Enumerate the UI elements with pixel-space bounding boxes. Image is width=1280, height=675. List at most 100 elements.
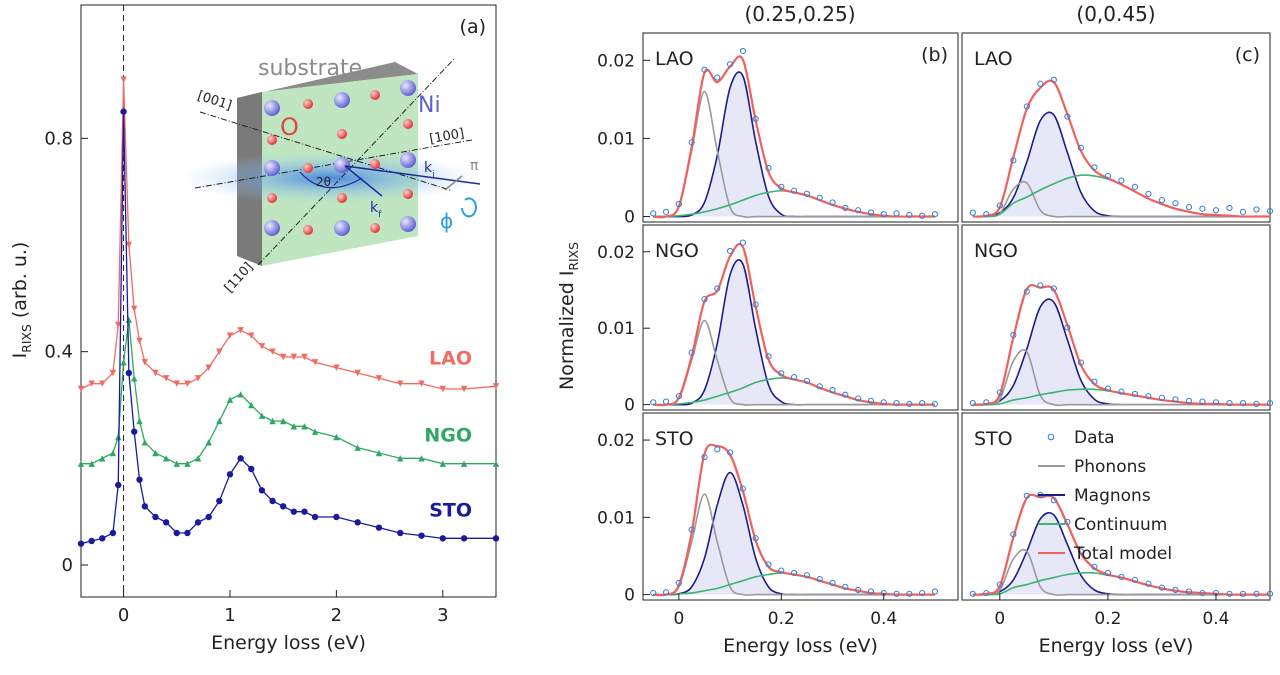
legend-label: Continuum [1074,515,1167,535]
series-line [80,79,497,390]
data-point [931,588,939,595]
data-point [141,503,149,510]
data-point [969,209,976,216]
pi-label: π [470,158,479,174]
data-point [931,211,939,218]
label-part: i [432,170,435,180]
data-point [726,61,734,68]
fit-curve [972,180,1270,218]
data-point [855,395,862,402]
data-point [99,380,106,387]
o-atom [337,129,347,139]
data-point [258,487,266,494]
data-point [248,401,255,409]
data-point [983,211,990,218]
label-part: k [424,160,433,176]
data-point [752,301,759,308]
data-point [492,383,500,390]
data-point [1023,288,1030,295]
data-point [1239,208,1247,215]
data-point [354,519,361,526]
data-point [248,465,255,473]
data-point [1118,177,1125,184]
y-tick-label: 0.01 [597,508,635,528]
label-part: k [370,200,379,216]
data-point [205,364,212,371]
data-point [880,211,887,218]
data-point [248,332,255,339]
data-point [375,449,383,457]
data-point [184,380,191,387]
data-point [1172,396,1179,403]
dir-label: [110] [222,260,257,296]
data-point [131,375,138,382]
data-point [996,202,1003,209]
phi-label: ϕ [440,209,453,233]
y-tick-label: 0.8 [44,128,73,149]
o-atom [267,135,277,145]
ni-atom [264,220,280,236]
k-in-label: ki [424,160,435,180]
data-point [778,370,785,377]
plot-frame [961,412,1271,601]
o-atom [403,189,413,199]
data-point [120,76,127,83]
data-point [816,194,823,201]
x-tick-label: 0 [994,609,1005,629]
data-point [1145,393,1152,400]
fit-curve [653,471,935,596]
data-point [1023,103,1030,110]
data-point [1226,590,1233,597]
data-point [714,446,721,453]
data-point [662,208,670,215]
fit-curve [972,283,1270,406]
data-point [1158,394,1166,401]
ni-atom [334,157,350,173]
data-point [237,327,244,334]
data-point [842,583,849,590]
data-point [1212,399,1220,406]
data-point [115,321,122,329]
data-point [906,211,913,219]
data-point [867,588,875,595]
data-point [1064,113,1071,120]
data-point [1158,584,1166,591]
data-point [662,398,670,405]
data-point [184,529,191,537]
o-atom [370,223,380,233]
ni-atom [264,100,280,116]
data-point [226,332,234,339]
data-point [237,455,244,462]
substrate-label: substrate [258,56,362,81]
data-point [765,165,772,172]
label-part: RIXS [20,324,34,353]
x-tick-label: 0.2 [1094,609,1121,629]
series-line [80,111,496,545]
data-point [650,210,657,217]
data-point [1050,497,1057,504]
data-point [1185,397,1193,404]
data-point [983,589,990,597]
x-tick-label: 0.2 [768,609,795,629]
ni-atom [264,160,280,176]
data-point [354,369,361,377]
nickel-label: Ni [418,93,441,118]
data-point [969,400,976,407]
legend-label: Total model [1073,544,1172,564]
data-point [790,187,798,194]
data-point [125,316,133,323]
data-point [816,576,823,583]
data-point [752,115,759,123]
data-point [701,296,708,303]
data-point [1104,385,1111,392]
y-axis-label: Normalized IRIXS [556,242,581,390]
data-point [650,589,657,597]
data-point [739,485,746,492]
data-point [152,513,159,521]
ni-atom [334,220,350,236]
data-point [1172,200,1179,207]
data-point [290,423,298,430]
data-point [311,359,319,366]
legend-label: Phonons [1074,457,1146,477]
data-point [1077,359,1084,366]
